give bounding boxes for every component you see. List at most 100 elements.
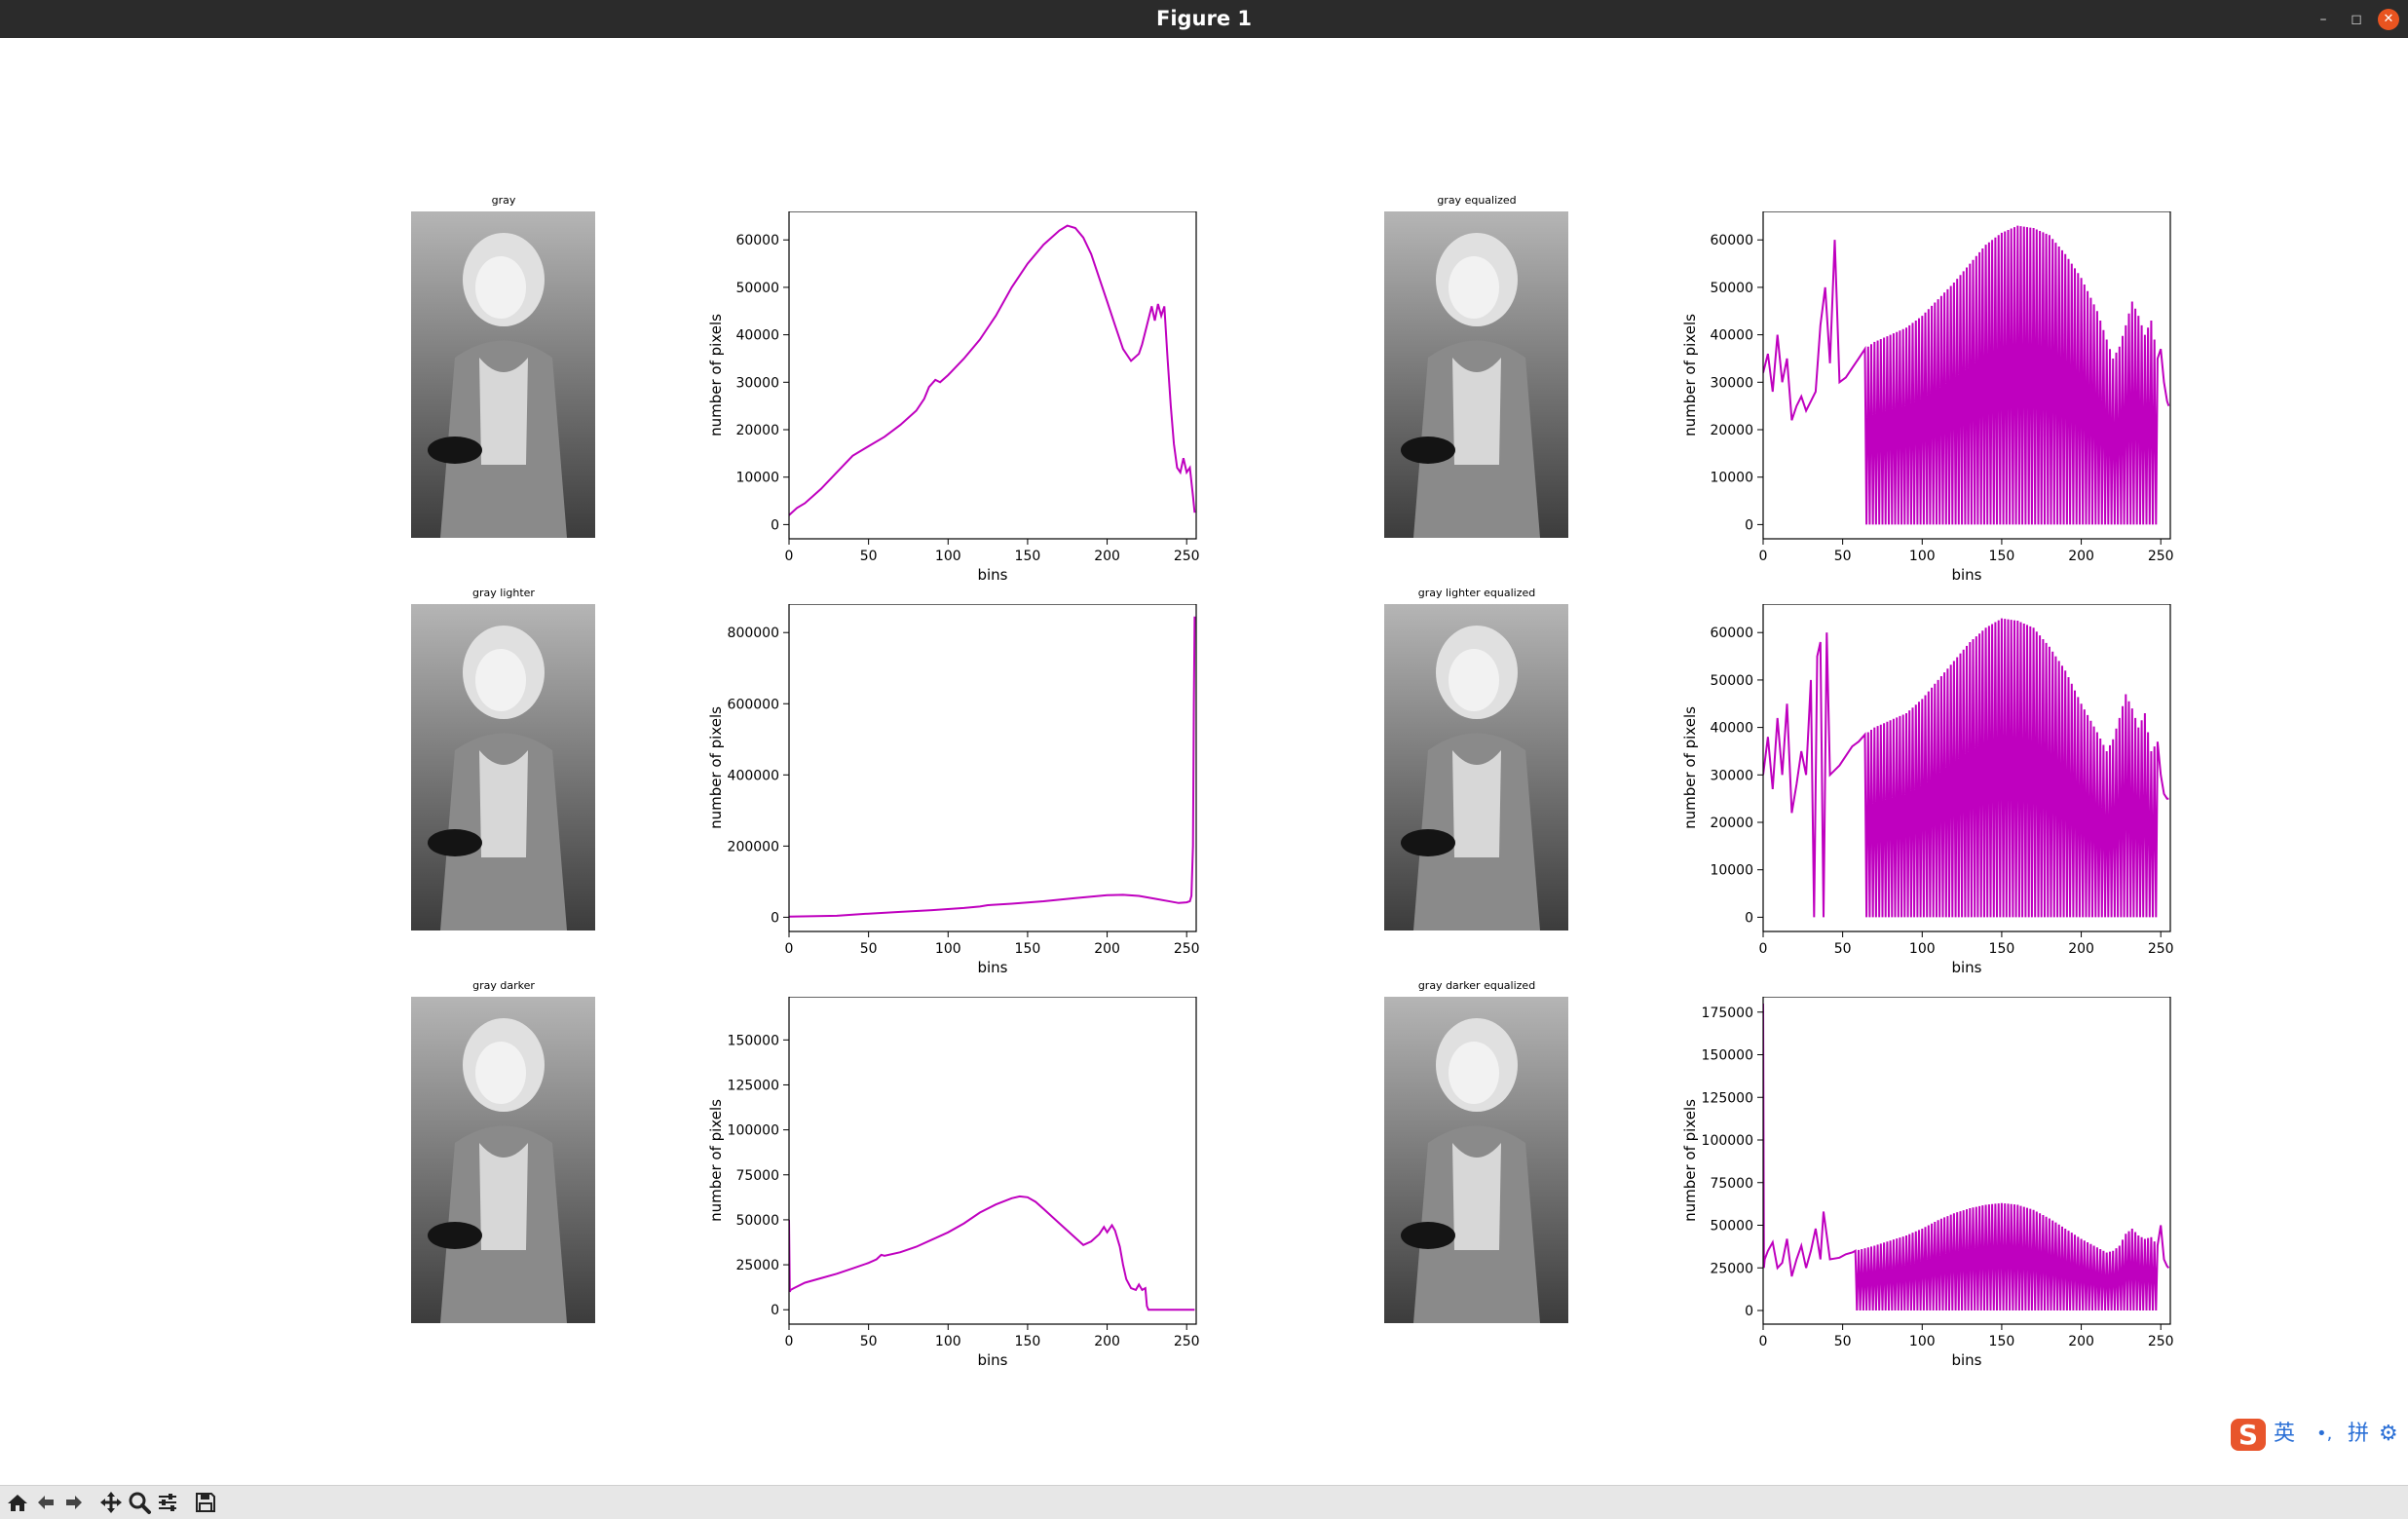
x-tick-label: 100: [935, 549, 961, 564]
maximize-button[interactable]: ◻: [2351, 12, 2362, 27]
ime-settings-icon[interactable]: ⚙: [2379, 1422, 2398, 1446]
image-title-gray-darker-equalized: gray darker equalized: [1417, 979, 1536, 992]
y-tick-label: 0: [1745, 910, 1753, 926]
x-tick-label: 100: [1909, 549, 1936, 564]
y-tick-label: 60000: [1710, 626, 1753, 641]
plot-frame: [788, 210, 1197, 540]
x-tick-label: 150: [1989, 941, 2015, 957]
y-tick-label: 75000: [735, 1168, 779, 1184]
image-gray-darker: [411, 997, 595, 1323]
plot-frame: [1762, 996, 2171, 1325]
histogram-line: [1763, 1003, 2170, 1311]
x-tick-label: 250: [2148, 1334, 2174, 1349]
y-tick-label: 0: [771, 517, 779, 533]
x-tick-label: 50: [860, 549, 878, 564]
pan-move-icon[interactable]: [97, 1489, 125, 1516]
plot-frame: [788, 603, 1197, 932]
y-tick-label: 125000: [1702, 1090, 1753, 1106]
x-tick-label: 100: [935, 1334, 961, 1349]
x-tick-label: 150: [1015, 549, 1041, 564]
y-tick-label: 50000: [1710, 673, 1753, 689]
y-tick-label: 100000: [1702, 1133, 1753, 1149]
y-tick-label: 30000: [1710, 375, 1753, 391]
zoom-magnifier-icon[interactable]: [126, 1489, 153, 1516]
image-title-gray-darker: gray darker: [472, 979, 535, 992]
sogou-logo-icon[interactable]: S: [2231, 1419, 2266, 1451]
window-titlebar: Figure 1 – ◻ ✕: [0, 0, 2408, 38]
y-tick-label: 200000: [728, 839, 779, 854]
save-disk-icon[interactable]: [192, 1489, 219, 1516]
x-tick-label: 200: [1094, 1334, 1120, 1349]
x-tick-label: 50: [860, 1334, 878, 1349]
plot-frame: [1762, 210, 2171, 540]
figure-canvas[interactable]: gray 0 50 100 150 200 250 0 10000 20000 30000 4000…: [0, 38, 2408, 1485]
x-tick-label: 100: [935, 941, 961, 957]
y-tick-label: 0: [771, 910, 779, 926]
plot-frame: [788, 996, 1197, 1325]
y-axis-label: number of pixels: [707, 706, 725, 829]
x-tick-label: 0: [1759, 549, 1768, 564]
ime-status-bar[interactable]: S 英 •, 拼 ⚙: [2227, 1415, 2408, 1454]
y-tick-label: 25000: [1710, 1261, 1753, 1276]
image-gray-darker-equalized: [1384, 997, 1568, 1323]
home-icon[interactable]: [4, 1489, 31, 1516]
ime-mode-toggle[interactable]: 英: [2274, 1422, 2296, 1446]
window-title: Figure 1: [1155, 7, 1253, 30]
histogram-gray-lighter-equalized: 0 50 100 150 200 250 0 10000 20000 30000 40000 5000…: [1656, 603, 2182, 1023]
image-title-gray-lighter-equalized: gray lighter equalized: [1417, 587, 1536, 599]
histogram-line: [1763, 618, 2169, 918]
y-tick-label: 40000: [1710, 721, 1753, 737]
y-axis-label: number of pixels: [1681, 706, 1699, 829]
y-tick-label: 40000: [1710, 328, 1753, 344]
x-tick-label: 50: [1834, 941, 1852, 957]
y-tick-label: 20000: [735, 423, 779, 438]
x-tick-label: 250: [1174, 941, 1200, 957]
y-tick-label: 50000: [1710, 281, 1753, 296]
x-tick-label: 0: [785, 1334, 794, 1349]
histogram-line: [789, 616, 1196, 918]
y-tick-label: 125000: [728, 1078, 779, 1093]
ime-pinyin-toggle[interactable]: 拼: [2348, 1422, 2370, 1446]
ime-punctuation-toggle[interactable]: •,: [2316, 1424, 2333, 1444]
back-arrow-icon[interactable]: [32, 1489, 59, 1516]
histogram-gray-lighter: 0 50 100 150 200 250 0 200000 400000 600000 800000…: [682, 603, 1208, 1023]
y-tick-label: 0: [1745, 1304, 1753, 1319]
y-axis-label: number of pixels: [1681, 314, 1699, 437]
y-tick-label: 400000: [728, 768, 779, 783]
y-tick-label: 50000: [1710, 1219, 1753, 1234]
x-tick-label: 250: [1174, 1334, 1200, 1349]
y-tick-label: 20000: [1710, 816, 1753, 831]
histogram-gray-darker-equalized: 0 50 100 150 200 250 0 25000 50000 75000 100000 125…: [1656, 996, 2182, 1416]
histogram-gray-darker: 0 50 100 150 200 250 0 25000 50000 75000 100000 125…: [682, 996, 1208, 1416]
x-tick-label: 250: [2148, 941, 2174, 957]
x-axis-label: bins: [1951, 1351, 1981, 1369]
y-tick-label: 100000: [728, 1123, 779, 1139]
x-tick-label: 200: [1094, 549, 1120, 564]
y-tick-label: 60000: [735, 233, 779, 248]
histogram-line: [789, 224, 1196, 516]
image-gray: [411, 211, 595, 538]
close-button[interactable]: ✕: [2378, 9, 2399, 30]
x-axis-label: bins: [977, 1351, 1007, 1369]
y-tick-label: 175000: [1702, 1006, 1753, 1021]
y-tick-label: 30000: [1710, 768, 1753, 783]
x-tick-label: 50: [1834, 1334, 1852, 1349]
y-tick-label: 0: [1745, 517, 1753, 533]
minimize-button[interactable]: –: [2319, 12, 2327, 27]
image-title-gray: gray: [491, 194, 516, 207]
x-axis-label: bins: [977, 959, 1007, 976]
x-tick-label: 0: [785, 549, 794, 564]
x-axis-label: bins: [1951, 959, 1981, 976]
y-tick-label: 800000: [728, 626, 779, 641]
histogram-gray-equalized: 0 50 100 150 200 250 0 10000 20000 30000 40000 5000…: [1656, 210, 2182, 630]
y-tick-label: 600000: [728, 697, 779, 712]
x-tick-label: 200: [2068, 941, 2094, 957]
configure-subplots-icon[interactable]: [154, 1489, 181, 1516]
forward-arrow-icon[interactable]: [60, 1489, 88, 1516]
y-tick-label: 20000: [1710, 423, 1753, 438]
image-gray-lighter: [411, 604, 595, 930]
y-axis-label: number of pixels: [707, 314, 725, 437]
y-tick-label: 10000: [1710, 471, 1753, 486]
image-gray-equalized: [1384, 211, 1568, 538]
x-tick-label: 200: [2068, 1334, 2094, 1349]
